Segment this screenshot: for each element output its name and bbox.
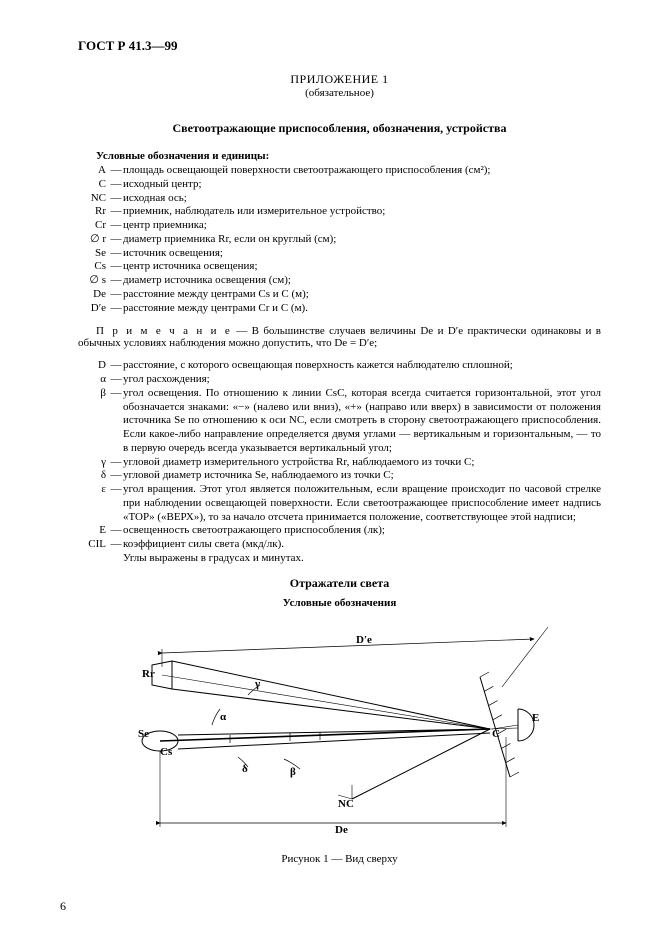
svg-text:C: C: [492, 728, 500, 740]
definition-row: De—расстояние между центрами Cs и C (м);: [78, 288, 601, 302]
svg-text:Rr: Rr: [142, 668, 155, 680]
section-title: Светоотражающие приспособления, обозначе…: [78, 121, 601, 136]
definition-row: δ—угловой диаметр источника Se, наблюдае…: [78, 469, 601, 483]
svg-text:δ: δ: [242, 763, 248, 775]
definition-row: Rr—приемник, наблюдатель или измерительн…: [78, 205, 601, 219]
page-number: 6: [60, 899, 66, 914]
definition-row: CIL—коэффициент силы света (мкд/лк).: [78, 538, 601, 552]
svg-text:α: α: [220, 711, 227, 723]
definition-row: Se—источник освещения;: [78, 247, 601, 261]
svg-text:β: β: [290, 766, 296, 778]
definitions-block-1: A—площадь освещающей поверхности светоот…: [78, 164, 601, 315]
definition-row: D′e—расстояние между центрами Cr и C (м)…: [78, 302, 601, 316]
definition-row: E—освещенность светоотражающего приспосо…: [78, 524, 601, 538]
svg-text:De: De: [335, 824, 348, 836]
definition-row: ∅ s—диаметр источника освещения (см);: [78, 274, 601, 288]
note: П р и м е ч а н и е — В большинстве случ…: [78, 325, 601, 349]
definition-row: D—расстояние, с которого освещающая пове…: [78, 359, 601, 373]
definition-row: NC—исходная ось;: [78, 192, 601, 206]
definitions-block-2: D—расстояние, с которого освещающая пове…: [78, 359, 601, 552]
definition-row: β—угол освещения. По отношению к линии C…: [78, 387, 601, 456]
definition-row: Cr—центр приемника;: [78, 219, 601, 233]
definition-row: A—площадь освещающей поверхности светоот…: [78, 164, 601, 178]
figure-caption: Рисунок 1 — Вид сверху: [78, 853, 601, 865]
definition-row: α—угол расхождения;: [78, 373, 601, 387]
definition-row: γ—угловой диаметр измерительного устройс…: [78, 456, 601, 470]
svg-text:Se: Se: [138, 728, 149, 740]
definition-row: C—исходный центр;: [78, 178, 601, 192]
figure-1-diagram: Rr Se Cs γ α δ β NC C E D′e De: [120, 617, 560, 847]
definition-row: Cs—центр источника освещения;: [78, 260, 601, 274]
svg-text:NC: NC: [338, 798, 354, 810]
appendix-title: ПРИЛОЖЕНИЕ 1: [78, 72, 601, 87]
svg-text:D′e: D′e: [356, 634, 372, 646]
reflectors-subheading: Условные обозначения: [78, 597, 601, 609]
defs-intro: Условные обозначения и единицы:: [96, 150, 601, 162]
gost-code: ГОСТ Р 41.3—99: [78, 38, 601, 54]
svg-text:E: E: [532, 712, 539, 724]
appendix-subtitle: (обязательное): [78, 87, 601, 99]
note-label: П р и м е ч а н и е: [96, 325, 232, 337]
svg-text:Cs: Cs: [160, 746, 173, 758]
svg-text:γ: γ: [254, 678, 260, 690]
definition-row: ∅ r—диаметр приемника Rr, если он круглы…: [78, 233, 601, 247]
definition-row: ε—угол вращения. Этот угол является поло…: [78, 483, 601, 524]
reflectors-heading: Отражатели света: [78, 576, 601, 591]
angle-units-note: Углы выражены в градусах и минутах.: [78, 552, 601, 566]
